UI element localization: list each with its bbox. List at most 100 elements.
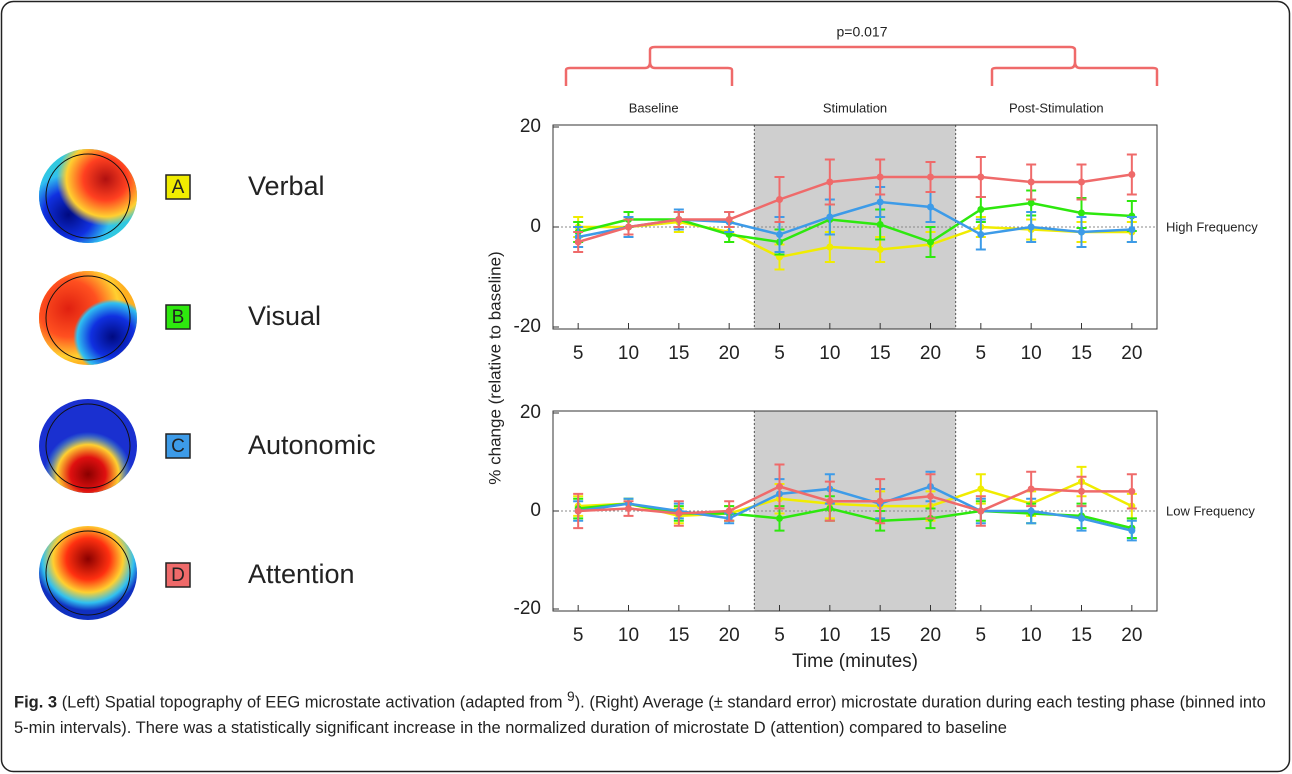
- data-point: [977, 173, 985, 181]
- data-point: [625, 223, 632, 231]
- data-point: [625, 505, 632, 513]
- legend-label: Autonomic: [248, 430, 376, 460]
- phase-label: Stimulation: [823, 100, 887, 115]
- x-tick-label: 15: [1071, 625, 1092, 646]
- caption: Fig. 3 (Left) Spatial topography of EEG …: [14, 684, 1276, 741]
- data-point: [1078, 514, 1085, 522]
- data-point: [1128, 527, 1136, 535]
- x-tick-label: 15: [1071, 343, 1092, 364]
- data-point: [1027, 223, 1035, 231]
- x-tick-label: 5: [976, 625, 987, 646]
- x-tick-label: 20: [920, 625, 941, 646]
- data-point: [1078, 178, 1085, 186]
- data-point: [826, 497, 834, 505]
- series-line: [578, 485, 1132, 515]
- data-point: [876, 173, 884, 181]
- data-point: [876, 221, 884, 228]
- x-tick-label: 10: [618, 625, 639, 646]
- data-point: [1027, 507, 1035, 515]
- data-point: [1078, 228, 1085, 236]
- legend-label: Visual: [248, 301, 321, 331]
- legend-swatch: [165, 562, 191, 588]
- topomap: [39, 149, 137, 243]
- data-point: [1078, 487, 1085, 495]
- y-tick-label: 0: [530, 216, 541, 237]
- topomap: [39, 399, 137, 493]
- y-tick-label: -20: [514, 316, 541, 337]
- legend-letter: B: [172, 307, 185, 328]
- data-point: [977, 206, 985, 213]
- caption-text: ). (Right) Average (± standard error) mi…: [14, 693, 1266, 737]
- data-point: [1027, 485, 1035, 493]
- x-tick-label: 15: [668, 343, 689, 364]
- phase-label: Baseline: [629, 100, 679, 115]
- x-tick-label: 15: [870, 625, 891, 646]
- y-tick-label: 20: [520, 116, 541, 137]
- legend-label: Attention: [248, 559, 355, 589]
- legend-letter: C: [171, 436, 185, 457]
- x-tick-label: 20: [920, 343, 941, 364]
- data-point: [574, 507, 582, 515]
- x-tick-label: 20: [719, 625, 740, 646]
- topomap: [39, 526, 137, 620]
- series-line: [577, 485, 1133, 532]
- x-tick-label: 15: [870, 343, 891, 364]
- data-point: [826, 213, 834, 221]
- caption-text: (Left) Spatial topography of EEG microst…: [61, 693, 568, 712]
- x-tick-label: 5: [976, 343, 987, 364]
- data-point: [927, 203, 934, 211]
- topomap: [39, 271, 137, 365]
- x-tick-label: 5: [774, 625, 785, 646]
- data-point: [927, 492, 934, 500]
- data-point: [1027, 199, 1035, 207]
- x-tick-label: 10: [819, 625, 840, 646]
- data-point: [776, 231, 783, 238]
- x-tick-label: 20: [1121, 343, 1142, 364]
- data-point: [977, 231, 985, 238]
- x-tick-label: 10: [1021, 625, 1042, 646]
- x-tick-label: 5: [573, 625, 584, 646]
- data-point: [1128, 487, 1136, 495]
- data-point: [927, 238, 934, 246]
- x-axis-label: Time (minutes): [792, 651, 918, 672]
- data-point: [1078, 209, 1085, 217]
- data-point: [675, 216, 683, 223]
- data-point: [776, 483, 783, 490]
- data-point: [725, 507, 733, 515]
- y-tick-label: 20: [520, 402, 541, 423]
- data-point: [826, 178, 834, 186]
- legend-letter: D: [171, 565, 185, 586]
- series-line: [577, 173, 1133, 244]
- data-point: [1128, 171, 1136, 178]
- x-tick-label: 10: [618, 343, 639, 364]
- data-point: [675, 509, 683, 517]
- series: [573, 463, 1137, 530]
- data-point: [1128, 226, 1136, 233]
- x-tick-label: 20: [1121, 625, 1142, 646]
- data-point: [876, 497, 884, 505]
- data-point: [725, 216, 733, 223]
- legend-label: Verbal: [248, 171, 325, 201]
- x-tick-label: 15: [668, 625, 689, 646]
- data-point: [1027, 178, 1035, 186]
- x-tick-label: 5: [774, 343, 785, 364]
- data-point: [876, 198, 884, 206]
- data-point: [927, 173, 934, 181]
- legend-letter: A: [172, 177, 185, 198]
- y-tick-label: 0: [530, 500, 541, 521]
- panel-label: High Frequency: [1166, 219, 1258, 234]
- data-point: [776, 196, 783, 203]
- data-point: [776, 514, 783, 522]
- data-point: [574, 238, 582, 246]
- topomaps: [39, 149, 137, 620]
- panel-label: Low Frequency: [1166, 503, 1255, 518]
- phase-label: Post-Stimulation: [1009, 100, 1104, 115]
- data-point: [977, 485, 985, 493]
- legend-swatch: [165, 304, 191, 330]
- series-line: [578, 220, 1132, 259]
- x-tick-label: 10: [819, 343, 840, 364]
- significance-brackets: [564, 45, 1159, 86]
